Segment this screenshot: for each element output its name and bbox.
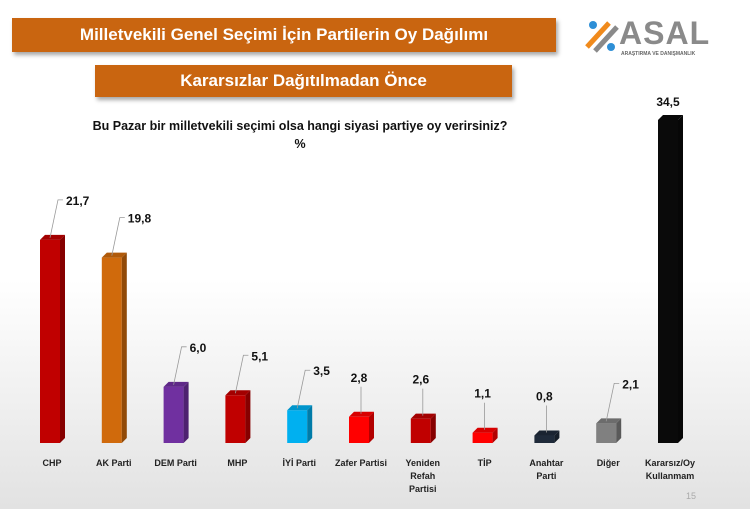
- category-label: CHP: [42, 458, 61, 468]
- category-label: MHP: [227, 458, 247, 468]
- bar: [534, 435, 555, 443]
- category-label: AK Parti: [96, 458, 132, 468]
- logo-mark-icon: [585, 21, 619, 53]
- bar-top: [349, 411, 374, 417]
- bar: [472, 432, 493, 443]
- chart-unit: %: [294, 137, 306, 151]
- bar: [101, 257, 122, 443]
- category-label: Diğer: [597, 458, 621, 468]
- page-number: 15: [686, 491, 697, 501]
- data-label: 5,1: [251, 349, 268, 363]
- bar-side: [307, 405, 313, 443]
- leader-line: [173, 346, 187, 385]
- category-label: Yeniden Refah Partisi: [406, 458, 441, 494]
- data-label: 6,0: [190, 341, 207, 355]
- bar: [287, 410, 308, 443]
- bar: [40, 239, 60, 443]
- title-banner: Milletvekili Genel Seçimi İçin Partileri…: [12, 18, 556, 52]
- category-label: İYİ Parti: [282, 458, 316, 468]
- data-label: 0,8: [536, 390, 553, 404]
- bar: [596, 423, 617, 443]
- bar-side: [121, 252, 127, 443]
- data-label: 2,1: [622, 377, 639, 391]
- bar-top: [534, 430, 560, 436]
- bar-top: [163, 381, 189, 387]
- bar: [410, 418, 431, 443]
- bar-side: [678, 115, 683, 443]
- chart-title: Bu Pazar bir milletvekili seçimi olsa ha…: [0, 117, 600, 153]
- bar-top: [287, 405, 313, 411]
- bar-top: [658, 115, 683, 120]
- data-label: 1,1: [474, 387, 491, 401]
- data-label: 34,5: [656, 95, 680, 109]
- bar-top: [596, 418, 622, 424]
- data-label: 19,8: [128, 212, 152, 226]
- bar-side: [554, 430, 560, 443]
- bar-side: [245, 390, 251, 443]
- data-label: 2,8: [351, 371, 368, 385]
- category-label: Zafer Partisi: [335, 458, 387, 468]
- logo-name: ASAL: [619, 15, 711, 51]
- bar-top: [410, 413, 436, 419]
- bar: [658, 120, 678, 443]
- leader-line: [296, 369, 311, 409]
- leader-line: [605, 382, 620, 422]
- data-label: 21,7: [66, 194, 90, 208]
- category-label: Kararsız/Oy Kullanmam: [645, 458, 695, 481]
- bar-top: [472, 427, 498, 433]
- subtitle-banner: Kararsızlar Dağıtılmadan Önce: [95, 65, 512, 97]
- bar-side: [492, 427, 498, 443]
- bar: [225, 395, 246, 443]
- bar-side: [369, 411, 374, 443]
- leader-line: [49, 199, 63, 238]
- bar-side: [616, 418, 622, 443]
- data-label: 3,5: [313, 364, 330, 378]
- chart-question: Bu Pazar bir milletvekili seçimi olsa ha…: [92, 119, 508, 133]
- bar-side: [60, 234, 65, 443]
- bar-side: [430, 413, 436, 443]
- bar: [349, 416, 369, 443]
- bar-top: [225, 390, 251, 396]
- category-label: TİP: [478, 458, 492, 468]
- asal-logo: ASAL ARAŞTIRMA VE DANIŞMANLIK: [583, 15, 723, 57]
- logo-tagline: ARAŞTIRMA VE DANIŞMANLIK: [621, 51, 696, 57]
- bar-top: [40, 234, 65, 240]
- data-label: 2,6: [412, 373, 429, 387]
- bar: [163, 386, 184, 443]
- bar-top: [101, 252, 127, 258]
- leader-line: [111, 217, 125, 256]
- category-label: DEM Parti: [154, 458, 197, 468]
- category-label: Anahtar Parti: [529, 458, 564, 481]
- leader-line: [235, 354, 249, 394]
- bar-side: [183, 381, 189, 443]
